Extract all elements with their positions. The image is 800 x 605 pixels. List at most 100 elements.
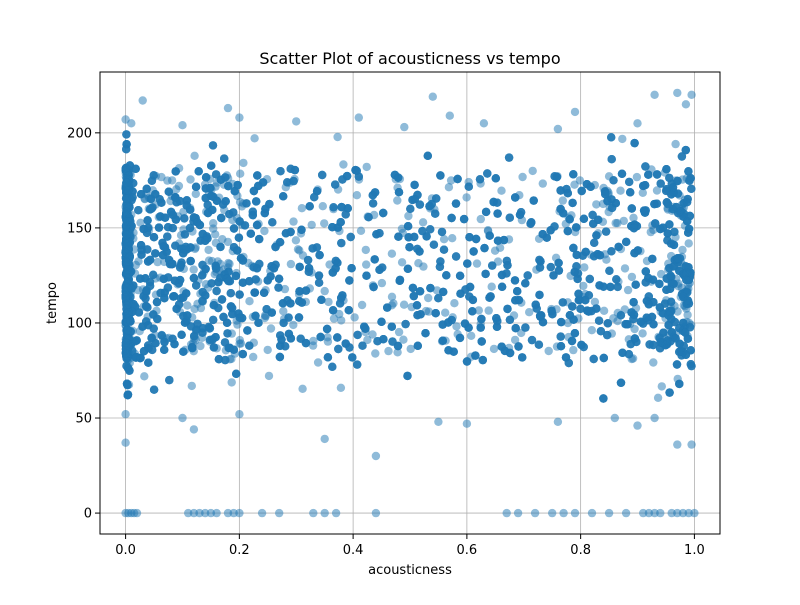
data-point — [416, 287, 424, 295]
data-point — [144, 359, 152, 367]
data-point — [357, 227, 365, 235]
data-point — [151, 249, 159, 257]
data-point — [526, 220, 534, 228]
data-point — [329, 203, 337, 211]
data-point — [212, 287, 220, 295]
data-point — [511, 276, 519, 284]
data-point — [605, 267, 613, 275]
data-point — [683, 311, 691, 319]
data-point — [211, 230, 219, 238]
data-point — [633, 173, 641, 181]
data-point — [441, 309, 449, 317]
data-point — [206, 184, 214, 192]
data-point — [582, 248, 590, 256]
data-point — [153, 315, 161, 323]
data-point — [286, 228, 294, 236]
data-point — [379, 209, 387, 217]
data-point — [315, 271, 323, 279]
data-point — [253, 171, 261, 179]
data-point — [554, 259, 562, 267]
data-point — [242, 199, 250, 207]
data-point — [291, 166, 299, 174]
data-point — [438, 228, 446, 236]
data-point — [431, 210, 439, 218]
data-point — [473, 259, 481, 267]
data-point — [607, 247, 615, 255]
data-point — [492, 174, 500, 182]
data-point — [486, 232, 494, 240]
data-point — [462, 193, 470, 201]
data-point — [186, 175, 194, 183]
data-point — [685, 239, 693, 247]
data-point — [350, 313, 358, 321]
data-point — [236, 170, 244, 178]
data-point — [181, 230, 189, 238]
data-point — [577, 341, 585, 349]
data-point — [243, 326, 251, 334]
data-point — [596, 251, 604, 259]
data-point — [140, 347, 148, 355]
data-point — [210, 343, 218, 351]
data-point — [289, 177, 297, 185]
data-point — [134, 206, 142, 214]
data-point — [265, 372, 273, 380]
data-point — [410, 181, 418, 189]
data-point — [149, 271, 157, 279]
data-point — [616, 187, 624, 195]
data-point — [424, 294, 432, 302]
data-point — [505, 153, 513, 161]
data-point — [391, 171, 399, 179]
data-point — [607, 133, 615, 141]
data-point — [595, 317, 603, 325]
data-point — [448, 234, 456, 242]
data-point — [628, 273, 636, 281]
data-point — [650, 200, 658, 208]
data-point — [245, 342, 253, 350]
data-point — [600, 354, 608, 362]
data-point — [506, 214, 514, 222]
data-point — [671, 140, 679, 148]
data-point — [436, 263, 444, 271]
data-point — [413, 301, 421, 309]
data-point — [172, 185, 180, 193]
data-point — [363, 163, 371, 171]
data-point — [546, 226, 554, 234]
data-point — [168, 176, 176, 184]
data-point — [535, 341, 543, 349]
data-point — [314, 358, 322, 366]
data-point — [372, 230, 380, 238]
data-point — [529, 167, 537, 175]
data-point — [237, 339, 245, 347]
data-point — [183, 301, 191, 309]
data-point — [204, 246, 212, 254]
data-point — [657, 179, 665, 187]
data-point — [682, 146, 690, 154]
data-point — [143, 185, 151, 193]
data-point — [404, 222, 412, 230]
data-point — [539, 179, 547, 187]
data-point — [419, 262, 427, 270]
data-point — [471, 351, 479, 359]
data-point — [321, 287, 329, 295]
data-point — [251, 288, 259, 296]
data-point — [304, 256, 312, 264]
data-point — [190, 274, 198, 282]
data-point — [395, 328, 403, 336]
data-point — [150, 386, 158, 394]
data-point — [638, 329, 646, 337]
data-point — [228, 378, 236, 386]
data-point — [298, 204, 306, 212]
data-point — [621, 264, 629, 272]
data-point — [675, 380, 683, 388]
data-point — [308, 221, 316, 229]
data-point — [295, 313, 303, 321]
data-point — [450, 299, 458, 307]
data-point — [138, 322, 146, 330]
data-point — [179, 293, 187, 301]
data-point — [401, 320, 409, 328]
data-point — [279, 299, 287, 307]
data-point — [536, 312, 544, 320]
data-point — [190, 152, 198, 160]
data-point — [426, 225, 434, 233]
